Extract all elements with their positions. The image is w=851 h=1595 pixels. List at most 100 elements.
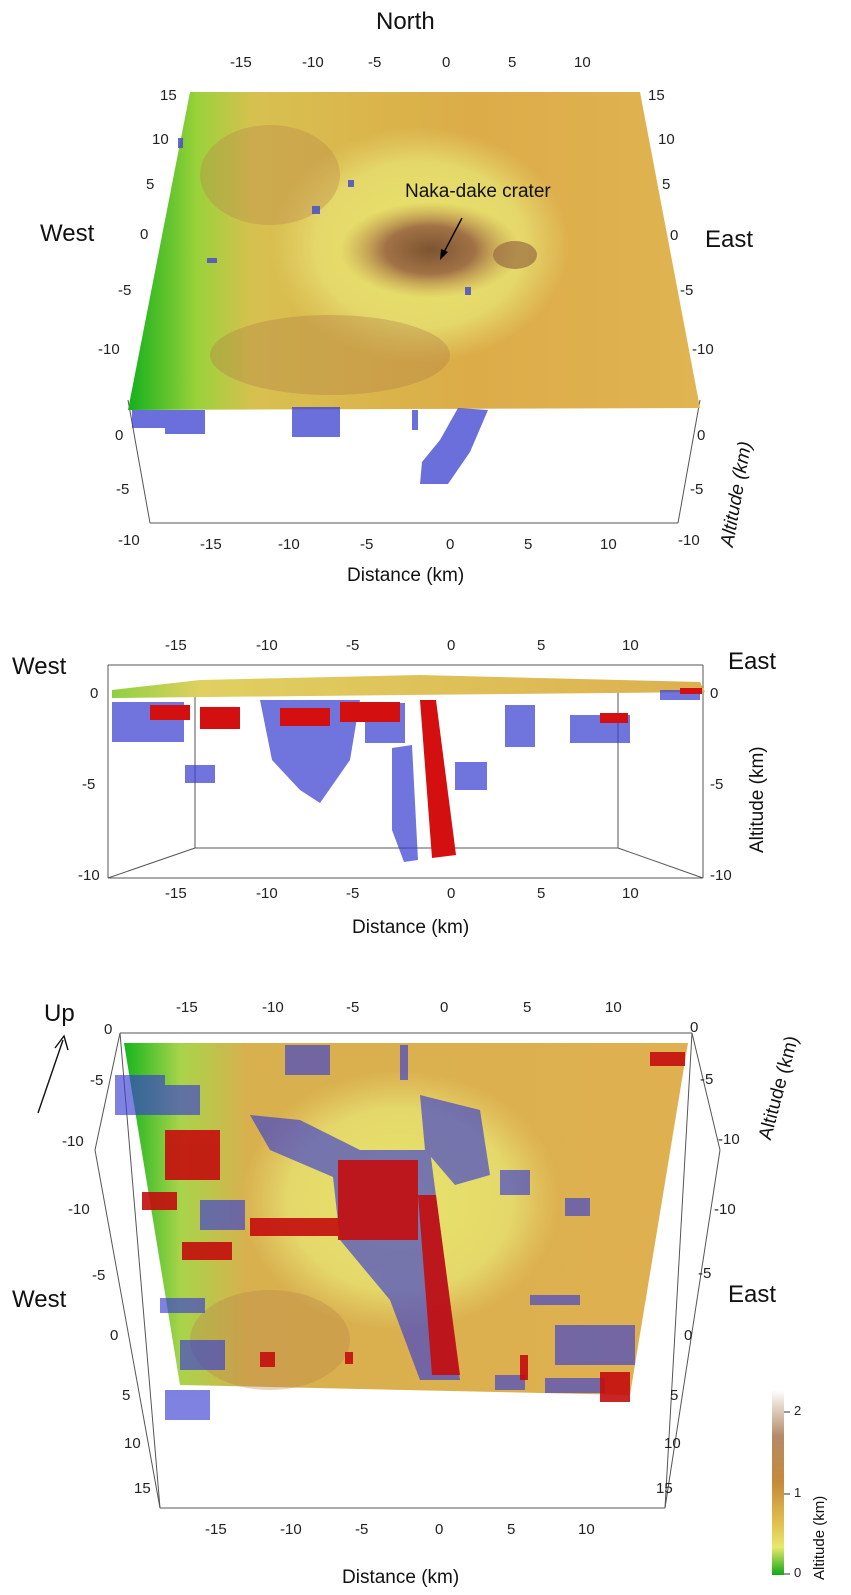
top-tick: 10 bbox=[574, 54, 591, 71]
bot-right-tick: 0 bbox=[684, 1327, 693, 1344]
top-west-label: West bbox=[40, 220, 95, 247]
north-label: North bbox=[376, 8, 435, 35]
top-left-z-tick: -10 bbox=[118, 532, 140, 549]
bot-top-tick: 5 bbox=[523, 999, 532, 1016]
caldera-rim-nw bbox=[200, 125, 340, 225]
bot-west-label: West bbox=[12, 1286, 67, 1313]
crater-arrowhead bbox=[440, 249, 448, 260]
top-left-tick: 0 bbox=[140, 226, 149, 243]
bot-left-tick: 0 bbox=[110, 1327, 119, 1344]
mid-left-tick: -10 bbox=[78, 867, 100, 884]
bot-right-tick: 15 bbox=[656, 1480, 673, 1497]
top-left-z-tick: 0 bbox=[115, 427, 124, 444]
mid-right-tick: 0 bbox=[710, 685, 719, 702]
bot-left-tick: 15 bbox=[134, 1480, 151, 1497]
top-bottom-tick: 0 bbox=[446, 536, 455, 553]
mid-bottom-tick: 10 bbox=[622, 885, 639, 902]
mid-top-tick: 10 bbox=[622, 637, 639, 654]
top-right-z-tick: 0 bbox=[697, 427, 706, 444]
mid-terrain-strip bbox=[112, 675, 705, 698]
mid-left-tick: 0 bbox=[90, 685, 99, 702]
top-tick: -15 bbox=[230, 54, 252, 71]
bot-left-tick: 5 bbox=[122, 1387, 131, 1404]
up-label: Up bbox=[44, 1000, 75, 1027]
bot-top-tick: 10 bbox=[605, 999, 622, 1016]
mid-bottom-tick: -10 bbox=[256, 885, 278, 902]
bot-top-tick: 0 bbox=[440, 999, 449, 1016]
mid-bottom-tick: 5 bbox=[537, 885, 546, 902]
panel-top-3d-view bbox=[127, 92, 701, 524]
crater-label: Naka-dake crater bbox=[405, 181, 551, 202]
mid-bottom-tick: -5 bbox=[346, 885, 360, 902]
top-left-z-tick: -5 bbox=[116, 481, 130, 498]
top-right-tick: 15 bbox=[648, 87, 665, 104]
central-cones bbox=[340, 202, 520, 298]
bot-panel-bounding-box bbox=[94, 1032, 721, 1509]
mid-top-tick: -10 bbox=[256, 637, 278, 654]
top-right-tick: 0 bbox=[670, 227, 679, 244]
bot-right-tick: -5 bbox=[700, 1071, 714, 1088]
top-right-tick: 10 bbox=[658, 131, 675, 148]
top-tick: 0 bbox=[442, 54, 451, 71]
bot-conductive-blocks bbox=[142, 1052, 685, 1402]
mid-east-label: East bbox=[728, 648, 777, 675]
bot-bottom-tick: 5 bbox=[507, 1521, 516, 1538]
top-left-tick: -10 bbox=[98, 341, 120, 358]
bot-top-tick: -5 bbox=[346, 999, 360, 1016]
bot-xlabel: Distance (km) bbox=[342, 1567, 460, 1588]
top-right-z-tick: -5 bbox=[690, 481, 704, 498]
top-bottom-tick: 10 bbox=[600, 536, 617, 553]
colorbar bbox=[772, 1390, 790, 1575]
mid-right-tick: -10 bbox=[710, 867, 732, 884]
top-left-tick: 15 bbox=[160, 87, 177, 104]
top-subsurface-blocks bbox=[132, 407, 488, 484]
cbar-label-1: 1 bbox=[794, 1485, 802, 1500]
bot-left-tick: 0 bbox=[104, 1021, 113, 1038]
mid-top-tick: 0 bbox=[447, 637, 456, 654]
caldera-rim-s bbox=[210, 315, 450, 395]
top-right-z-tick: -10 bbox=[678, 532, 700, 549]
mid-top-tick: 5 bbox=[537, 637, 546, 654]
panel-bottom-oblique-view bbox=[37, 1032, 721, 1509]
cbar-label-2: 2 bbox=[794, 1403, 802, 1418]
cbar-label-0: 0 bbox=[794, 1565, 802, 1580]
bot-right-tick: 10 bbox=[664, 1435, 681, 1452]
crater-arrow bbox=[442, 217, 463, 255]
bot-right-tick: -5 bbox=[698, 1265, 712, 1282]
top-panel-bounding-box bbox=[127, 399, 701, 524]
bot-right-tick: 0 bbox=[690, 1019, 699, 1036]
top-right-tick: 5 bbox=[662, 176, 671, 193]
top-bottom-tick: -10 bbox=[278, 536, 300, 553]
mid-zlabel: Altitude (km) bbox=[747, 746, 768, 853]
top-bottom-tick: -5 bbox=[360, 536, 374, 553]
top-right-tick: -10 bbox=[692, 341, 714, 358]
mid-bottom-tick: 0 bbox=[447, 885, 456, 902]
top-tick: -10 bbox=[302, 54, 324, 71]
top-left-tick: -5 bbox=[118, 282, 132, 299]
top-bottom-tick: -15 bbox=[200, 536, 222, 553]
bot-bottom-tick: 0 bbox=[435, 1521, 444, 1538]
bot-rim bbox=[190, 1290, 350, 1390]
bot-bottom-tick: -10 bbox=[280, 1521, 302, 1538]
bot-left-tick: -10 bbox=[62, 1133, 84, 1150]
top-right-tick: -5 bbox=[680, 282, 694, 299]
bot-east-label: East bbox=[728, 1281, 777, 1308]
mid-top-tick: -5 bbox=[346, 637, 360, 654]
bot-left-tick: -5 bbox=[92, 1267, 106, 1284]
up-arrow bbox=[37, 1039, 64, 1114]
mid-xlabel: Distance (km) bbox=[352, 917, 470, 938]
mid-west-label: West bbox=[12, 653, 67, 680]
colorbar-title: Altitude (km) bbox=[811, 1495, 828, 1580]
top-bottom-tick: 5 bbox=[524, 536, 533, 553]
panel-middle-cross-section bbox=[107, 664, 705, 879]
bot-right-tick: -10 bbox=[714, 1201, 736, 1218]
bot-left-tick: -5 bbox=[90, 1072, 104, 1089]
bot-right-tick: -10 bbox=[718, 1131, 740, 1148]
up-arrowhead bbox=[54, 1034, 69, 1051]
bot-right-tick: 5 bbox=[670, 1387, 679, 1404]
bot-top-tick: -15 bbox=[176, 999, 198, 1016]
mid-top-tick: -15 bbox=[165, 637, 187, 654]
bot-bottom-tick: 10 bbox=[578, 1521, 595, 1538]
mid-bottom-tick: -15 bbox=[165, 885, 187, 902]
